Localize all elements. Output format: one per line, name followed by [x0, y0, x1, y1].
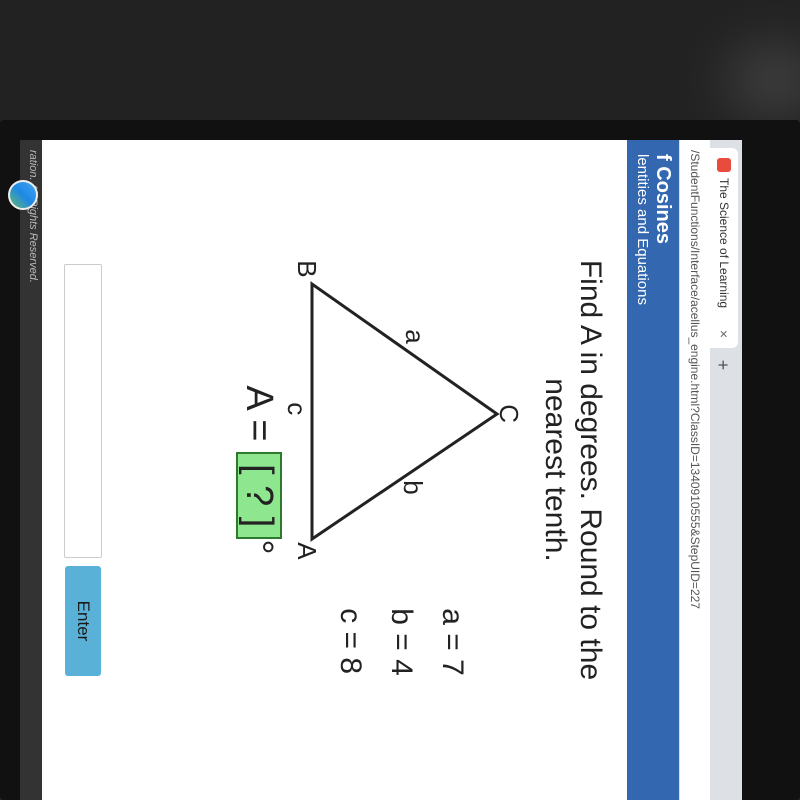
answer-entry-row: Enter [64, 140, 102, 800]
side-label-c: c [281, 402, 312, 415]
system-tray [8, 180, 38, 210]
course-title: f Cosines [651, 154, 675, 786]
side-label-a: a [399, 329, 430, 343]
prompt-line-1: Find A in degrees. Round to the [574, 260, 607, 680]
answer-suffix: ° [238, 539, 280, 554]
tab-title: The Science of Learning [717, 178, 731, 308]
new-tab-button[interactable]: + [710, 352, 736, 378]
chrome-icon[interactable] [8, 180, 38, 210]
copyright-footer: ration. All Rights Reserved. [20, 140, 42, 800]
problem-prompt: Find A in degrees. Round to the nearest … [538, 140, 607, 800]
url-text: /StudentFunctions/Interface/acellus_engi… [688, 150, 702, 609]
value-a: a = 7 [428, 608, 479, 676]
side-label-b: b [397, 480, 428, 494]
browser-tab-strip: The Science of Learning × + [710, 140, 742, 800]
course-header: f Cosines lentities and Equations [627, 140, 679, 800]
screen: The Science of Learning × + /StudentFunc… [42, 140, 742, 800]
answer-input[interactable] [64, 264, 102, 558]
given-values: a = 7 b = 4 c = 8 [326, 608, 479, 676]
answer-expression: A = [ ? ]° [237, 140, 280, 800]
vertex-label-A: A [291, 542, 322, 559]
prompt-line-2: nearest tenth. [540, 378, 573, 561]
vertex-label-B: B [291, 260, 322, 277]
value-b: b = 4 [377, 608, 428, 676]
copyright-text: ration. All Rights Reserved. [27, 150, 39, 283]
url-bar[interactable]: /StudentFunctions/Interface/acellus_engi… [679, 140, 710, 800]
answer-blank: [ ? ] [236, 452, 282, 539]
course-subtitle: lentities and Equations [633, 154, 651, 786]
problem-content: Find A in degrees. Round to the nearest … [42, 140, 627, 800]
triangle-shape [312, 284, 497, 539]
value-c: c = 8 [326, 608, 377, 676]
vertex-label-C: C [493, 404, 524, 423]
browser-tab[interactable]: The Science of Learning × [710, 148, 738, 348]
enter-button[interactable]: Enter [65, 566, 101, 676]
acellus-favicon-icon [717, 158, 731, 172]
triangle-figure: C B A a b c [292, 264, 512, 564]
answer-prefix: A = [238, 385, 280, 452]
close-tab-icon[interactable]: × [716, 330, 732, 338]
